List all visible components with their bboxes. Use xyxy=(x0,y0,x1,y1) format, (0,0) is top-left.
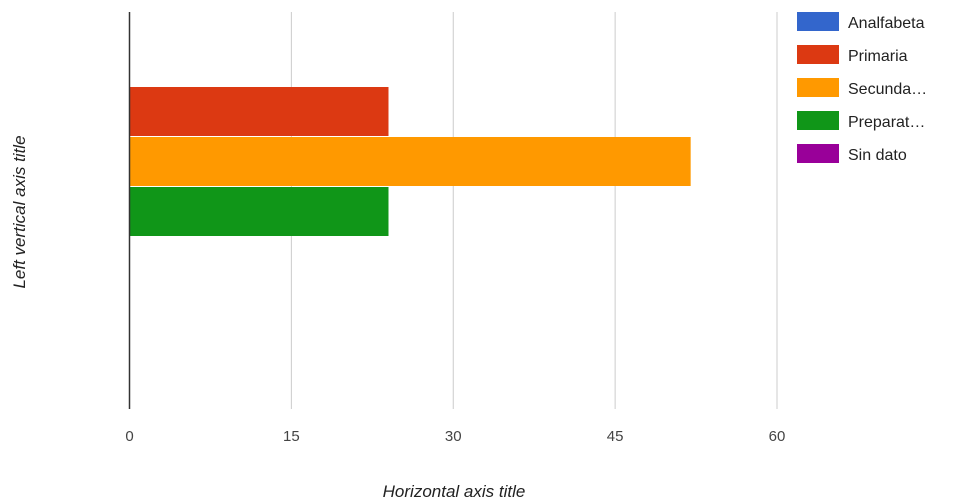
legend-item[interactable]: Secunda… xyxy=(797,78,927,98)
legend-swatch xyxy=(797,144,839,163)
x-tick-label: 30 xyxy=(445,428,462,445)
legend: Analfabeta Primaria Secunda… Preparat… Sin d… xyxy=(797,12,927,164)
legend-swatch xyxy=(797,12,839,31)
bars xyxy=(129,87,691,236)
legend-swatch xyxy=(797,45,839,64)
legend-label: Sin dato xyxy=(848,147,907,164)
y-axis-title: Left vertical axis title xyxy=(10,135,29,288)
bar-primaria[interactable] xyxy=(129,87,389,136)
legend-label: Preparat… xyxy=(848,114,925,131)
x-tick-label: 60 xyxy=(769,428,786,445)
legend-label: Secunda… xyxy=(848,81,927,98)
legend-swatch xyxy=(797,111,839,130)
legend-item[interactable]: Preparat… xyxy=(797,111,925,131)
legend-label: Primaria xyxy=(848,48,908,65)
x-tick-labels: 0 15 30 45 60 xyxy=(125,428,785,445)
legend-item[interactable]: Primaria xyxy=(797,45,908,65)
x-tick-label: 0 xyxy=(125,428,133,445)
bar-preparatoria[interactable] xyxy=(129,187,389,236)
x-axis-title: Horizontal axis title xyxy=(383,482,526,500)
legend-swatch xyxy=(797,78,839,97)
legend-label: Analfabeta xyxy=(848,15,925,32)
legend-item[interactable]: Analfabeta xyxy=(797,12,925,32)
x-tick-label: 15 xyxy=(283,428,300,445)
bar-secundaria[interactable] xyxy=(129,137,691,186)
x-tick-label: 45 xyxy=(607,428,624,445)
legend-item[interactable]: Sin dato xyxy=(797,144,907,164)
